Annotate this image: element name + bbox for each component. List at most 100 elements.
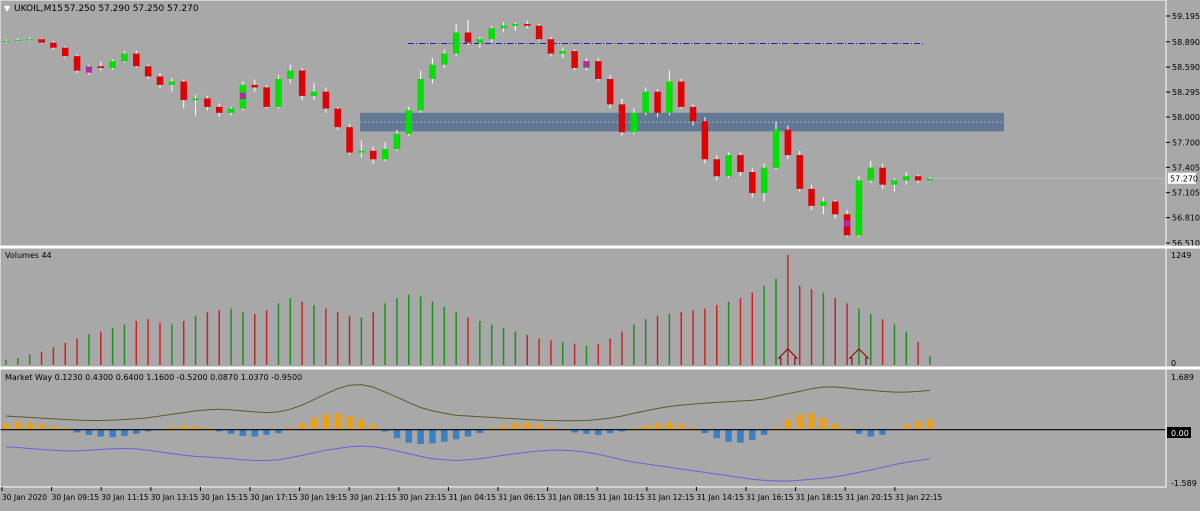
pattern-marker-icon — [85, 66, 92, 73]
candle — [2, 40, 10, 42]
histogram-bar — [452, 429, 460, 440]
histogram-bar — [334, 413, 341, 430]
candle — [227, 108, 235, 113]
candle — [251, 84, 259, 88]
candle — [429, 64, 436, 79]
candle — [760, 167, 768, 194]
price-axis: 59.195 58.890 58.590 58.295 58.000 57.700 57.4… — [930, 12, 1200, 248]
candle — [559, 51, 567, 54]
histogram-bar — [808, 413, 815, 430]
time-label: 31 Jan 20:15 — [845, 493, 893, 502]
indicator-scale-bottom: -1.589 — [1171, 479, 1197, 488]
price-label: 58.590 — [1172, 63, 1200, 72]
candle — [772, 129, 780, 168]
candle — [725, 155, 732, 177]
price-label: 58.000 — [1172, 113, 1200, 122]
time-label: 31 Jan 04:15 — [448, 493, 496, 502]
histogram-bar — [630, 428, 638, 430]
price-label: 57.700 — [1172, 138, 1200, 147]
time-label: 30 Jan 13:15 — [151, 493, 199, 502]
time-label: 31 Jan 06:15 — [498, 493, 546, 502]
histogram-bar — [121, 429, 128, 436]
candle — [452, 32, 460, 54]
candle — [346, 127, 353, 153]
candle — [879, 167, 886, 185]
candle — [287, 70, 294, 79]
pattern-marker-icon — [583, 61, 590, 68]
candle — [855, 180, 863, 236]
candle — [642, 91, 649, 113]
current-price-box — [1168, 172, 1196, 184]
volume-pane[interactable] — [5, 255, 931, 365]
histogram-bar — [843, 428, 851, 430]
histogram-bar — [85, 429, 93, 435]
histogram-bar — [369, 424, 377, 430]
time-label: 30 Jan 15:15 — [200, 493, 248, 502]
histogram-bar — [701, 429, 709, 434]
histogram-bar — [737, 429, 744, 443]
candle — [358, 150, 365, 153]
time-label: 30 Jan 19:15 — [300, 493, 348, 502]
time-label: 30 Jan 17:15 — [250, 493, 298, 502]
histogram-bar — [784, 419, 792, 430]
candle — [97, 66, 105, 68]
candle — [831, 201, 839, 215]
histogram-bar — [346, 416, 353, 430]
histogram-bar — [204, 428, 211, 430]
candle — [156, 76, 164, 85]
price-pane[interactable] — [2, 19, 1004, 238]
histogram-bar — [523, 422, 531, 430]
candle — [867, 167, 875, 181]
histogram-bar — [820, 417, 827, 430]
histogram-bar — [476, 429, 484, 434]
volume-scale-top: 1249 — [1171, 251, 1191, 260]
candle — [630, 112, 638, 133]
indicator-pane-border — [0, 368, 1167, 488]
indicator-zero-box — [1167, 427, 1191, 438]
candle — [133, 53, 140, 67]
histogram-bar — [168, 426, 176, 430]
histogram-bar — [855, 429, 863, 434]
indicator-pane[interactable] — [0, 384, 1166, 482]
candle — [476, 39, 484, 43]
pattern-marker-icon — [844, 220, 851, 227]
volume-arrow-icon — [777, 348, 799, 365]
histogram-bar — [512, 423, 519, 430]
volume-arrow-icon — [848, 348, 870, 365]
time-label: 31 Jan 18:15 — [796, 493, 844, 502]
upper-band-line — [5, 384, 931, 422]
histogram-bar — [417, 429, 424, 445]
dropdown-triangle-icon[interactable]: ▼ — [4, 4, 11, 13]
candle — [168, 81, 176, 85]
candle — [298, 70, 306, 96]
histogram-bar — [677, 424, 685, 430]
histogram-bar — [606, 429, 614, 434]
time-label: 30 Jan 21:15 — [349, 493, 397, 502]
time-label: 31 Jan 22:15 — [895, 493, 943, 502]
histogram-bar — [689, 428, 697, 430]
candle — [180, 81, 187, 101]
histogram-bar — [464, 429, 472, 437]
histogram-bar — [180, 425, 187, 430]
histogram-bar — [595, 429, 602, 435]
candle — [571, 51, 578, 68]
candle — [14, 40, 22, 42]
candle — [796, 155, 803, 189]
ohlc-values: 57.250 57.290 57.250 57.270 — [64, 4, 199, 14]
time-label: 31 Jan 14:15 — [696, 493, 744, 502]
candle — [61, 47, 69, 57]
histogram-bar — [926, 419, 934, 430]
histogram-bar — [760, 429, 768, 435]
histogram-bar — [215, 429, 223, 432]
candle — [820, 201, 827, 206]
histogram-bar — [535, 424, 543, 430]
time-label: 31 Jan 16:15 — [746, 493, 794, 502]
price-label: 59.195 — [1172, 12, 1200, 21]
price-label: 58.890 — [1172, 38, 1200, 47]
candle — [322, 91, 330, 109]
histogram-bar — [393, 429, 401, 439]
histogram-bar — [109, 429, 116, 438]
time-label: 31 Jan 08:15 — [548, 493, 596, 502]
time-label: 30 Jan 23:15 — [399, 493, 447, 502]
